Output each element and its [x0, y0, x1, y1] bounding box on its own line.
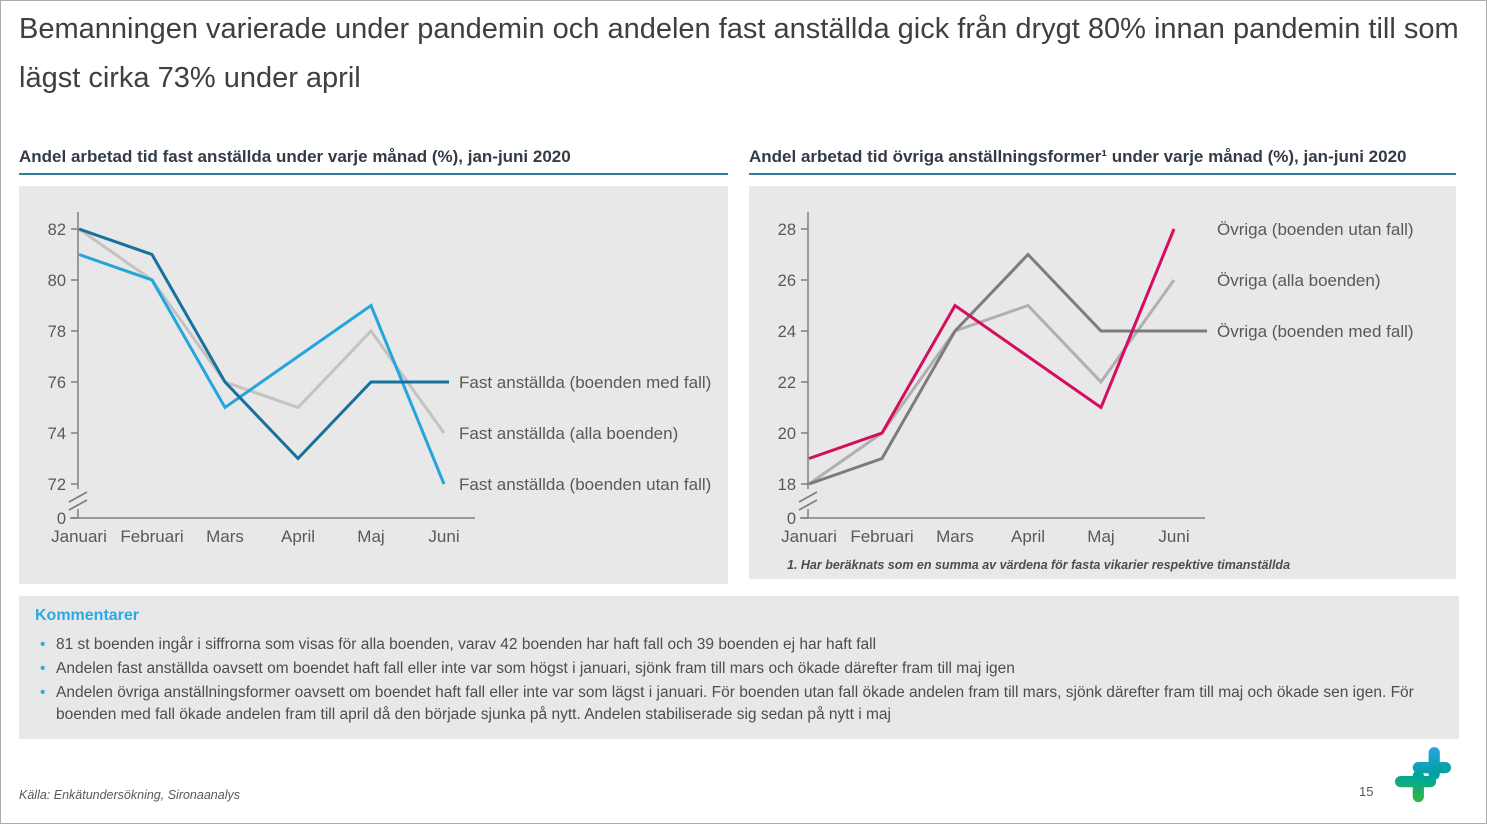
comment-bullet: Andelen fast anställda oavsett om boende…: [35, 658, 1443, 680]
left-chart-panel: 82 80 78 76 74 72 0 Januari Februari Mars April Maj…: [19, 186, 728, 584]
svg-text:Februari: Februari: [850, 527, 913, 546]
svg-text:78: 78: [48, 323, 66, 341]
series-label: Övriga (boenden utan fall): [1217, 220, 1414, 239]
svg-text:Juni: Juni: [428, 527, 459, 546]
svg-text:28: 28: [778, 221, 796, 239]
left-chart-header: Andel arbetad tid fast anställda under v…: [19, 147, 728, 175]
page-title: Bemanningen varierade under pandemin och…: [19, 13, 1459, 95]
svg-text:Maj: Maj: [357, 527, 384, 546]
comments-panel: Kommentarer 81 st boenden ingår i siffro…: [19, 596, 1459, 739]
comments-heading: Kommentarer: [35, 607, 140, 624]
svg-text:April: April: [281, 527, 315, 546]
svg-text:80: 80: [48, 272, 66, 290]
series-label: Övriga (alla boenden): [1217, 271, 1380, 290]
comment-bullet: 81 st boenden ingår i siffrorna som visa…: [35, 634, 1443, 656]
svg-text:Januari: Januari: [51, 527, 107, 546]
source-note: Källa: Enkätundersökning, Sironaanalys: [19, 788, 240, 802]
page-number: 15: [1359, 784, 1374, 799]
svg-text:74: 74: [48, 425, 66, 443]
right-chart-panel: 28 26 24 22 20 18 0 Januari Februari Mars April Maj…: [749, 186, 1456, 579]
svg-text:72: 72: [48, 476, 66, 494]
svg-text:Februari: Februari: [120, 527, 183, 546]
svg-text:Januari: Januari: [781, 527, 837, 546]
svg-text:0: 0: [787, 510, 796, 528]
series-label: Fast anställda (boenden utan fall): [459, 475, 711, 494]
svg-text:Mars: Mars: [206, 527, 244, 546]
svg-text:Maj: Maj: [1087, 527, 1114, 546]
right-chart-title: Andel arbetad tid övriga anställningsfor…: [749, 147, 1407, 166]
comments-list: 81 st boenden ingår i siffrorna som visa…: [35, 634, 1443, 727]
svg-text:Juni: Juni: [1158, 527, 1189, 546]
left-chart-title: Andel arbetad tid fast anställda under v…: [19, 147, 571, 166]
svg-text:22: 22: [778, 374, 796, 392]
svg-text:26: 26: [778, 272, 796, 290]
sirona-plus-logo-icon: [1395, 747, 1451, 803]
svg-text:24: 24: [778, 323, 796, 341]
svg-text:April: April: [1011, 527, 1045, 546]
chart-footnote: 1. Har beräknats som en summa av värdena…: [787, 558, 1291, 572]
svg-text:Mars: Mars: [936, 527, 974, 546]
svg-text:76: 76: [48, 374, 66, 392]
svg-text:20: 20: [778, 425, 796, 443]
comment-bullet: Andelen övriga anställningsformer oavset…: [35, 682, 1443, 726]
svg-text:18: 18: [778, 476, 796, 494]
right-chart-header: Andel arbetad tid övriga anställningsfor…: [749, 147, 1456, 175]
series-label: Fast anställda (alla boenden): [459, 424, 678, 443]
series-label: Övriga (boenden med fall): [1217, 322, 1414, 341]
svg-text:0: 0: [57, 510, 66, 528]
series-label: Fast anställda (boenden med fall): [459, 373, 711, 392]
svg-text:82: 82: [48, 221, 66, 239]
